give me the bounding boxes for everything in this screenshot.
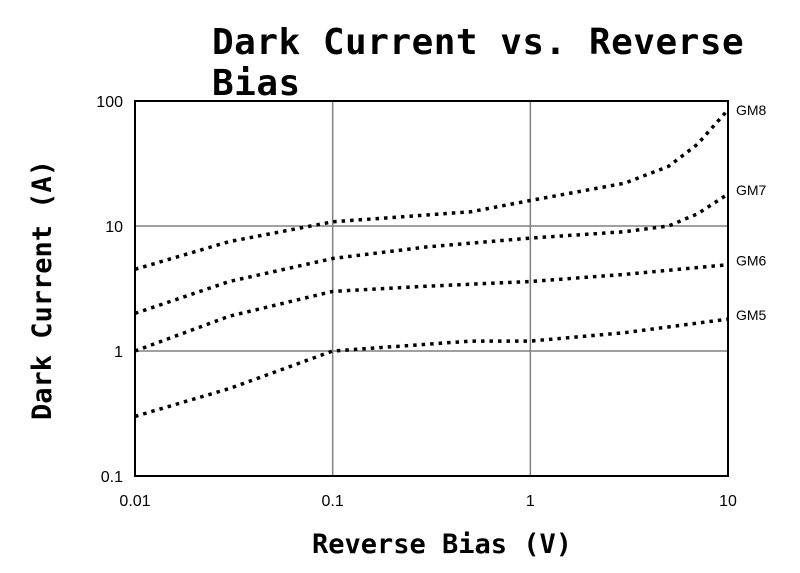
grid-lines	[135, 101, 728, 476]
series-labels: GM8 GM7 GM6 GM5	[736, 102, 767, 323]
series-group	[134, 108, 730, 419]
x-axis-title: Reverse Bias (V)	[312, 529, 572, 560]
y-axis-title: Dark Current (A)	[27, 160, 58, 420]
plot-frame	[134, 100, 729, 477]
series-line-gm5	[134, 317, 729, 419]
x-tick-label: 10	[719, 493, 737, 510]
series-line-gm7	[134, 192, 729, 316]
y-tick-label: 1	[114, 344, 123, 361]
series-label-gm6: GM6	[736, 253, 767, 269]
y-tick-label: 100	[96, 94, 123, 111]
series-line-gm6	[134, 262, 729, 353]
chart-title: Dark Current vs. Reverse Bias	[212, 22, 745, 104]
x-tick-label: 0.01	[119, 493, 150, 510]
tick-labels: 0.01 0.1 1 10 0.1 1 10 100	[96, 94, 737, 510]
x-tick-label: 0.1	[322, 493, 344, 510]
series-label-gm5: GM5	[736, 307, 767, 323]
y-tick-label: 0.1	[101, 469, 123, 486]
series-line-gm8	[134, 108, 730, 271]
y-tick-label: 10	[105, 219, 123, 236]
series-label-gm8: GM8	[736, 102, 767, 118]
series-label-gm7: GM7	[736, 182, 767, 198]
x-tick-label: 1	[526, 493, 535, 510]
